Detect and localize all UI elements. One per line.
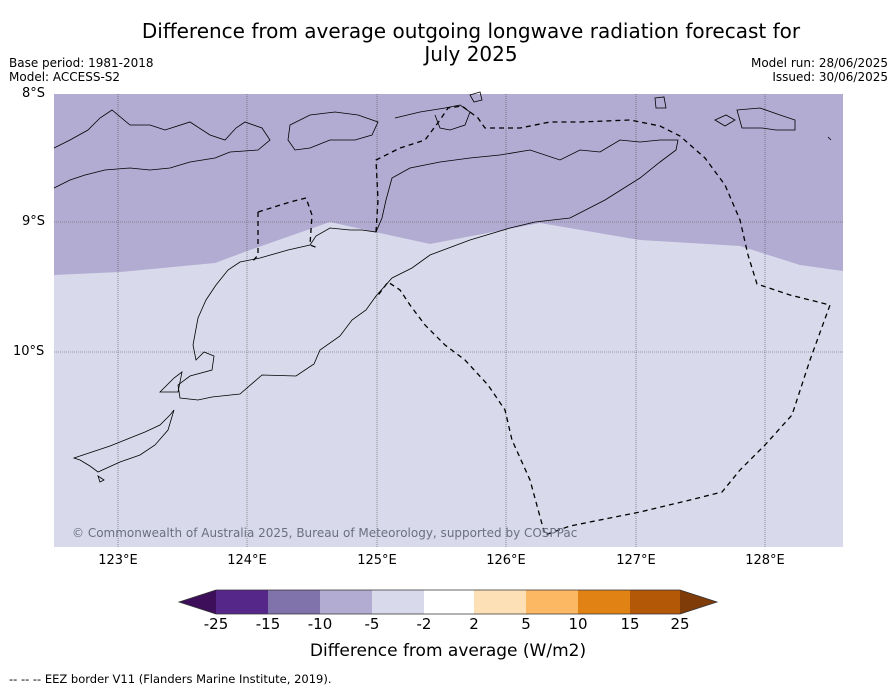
wetar-north [394, 104, 471, 131]
coastlines [53, 91, 832, 483]
small-islet [827, 136, 832, 141]
colorbar-swatch [578, 590, 630, 614]
sumba-savu-coast [72, 409, 175, 473]
colorbar-arrow-right [680, 590, 717, 614]
eez-footnote: -- -- -- EEZ border V11 (Flanders Marine… [9, 672, 332, 686]
copyright-notice: © Commonwealth of Australia 2025, Bureau… [72, 526, 578, 540]
lat-label: 9°S [22, 214, 46, 229]
colorbar-swatch [630, 590, 680, 614]
colorbar-tick: -10 [307, 615, 333, 633]
atauro [469, 91, 483, 103]
colorbar-tick: 25 [670, 615, 690, 633]
moa-island [714, 114, 736, 127]
lon-label: 126°E [486, 553, 526, 568]
base-period: Base period: 1981-2018 [9, 56, 154, 70]
roti-island [159, 371, 183, 393]
lon-label: 128°E [745, 553, 785, 568]
map-band-dark [54, 94, 843, 275]
colorbar-title: Difference from average (W/m2) [309, 641, 587, 661]
babar-north [736, 107, 796, 131]
lon-label: 127°E [616, 553, 656, 568]
title-line-1: Difference from average outgoing longwav… [141, 19, 801, 43]
colorbar-tick: -5 [364, 615, 380, 633]
lon-label: 124°E [227, 553, 267, 568]
colorbar-tick: 15 [620, 615, 640, 633]
colorbar-swatch [526, 590, 578, 614]
colorbar-swatch [320, 590, 372, 614]
colorbar-tick: 2 [469, 615, 479, 633]
colorbar-tick: -2 [416, 615, 432, 633]
colorbar-swatch [268, 590, 320, 614]
eez-border [251, 105, 831, 536]
colorbar-swatch [474, 590, 526, 614]
lon-label: 123°E [98, 553, 138, 568]
map-title: Difference from average outgoing longwav… [110, 20, 832, 66]
kisar-leti [654, 96, 667, 109]
issued-date: Issued: 30/06/2025 [772, 70, 888, 84]
colorbar-swatch [372, 590, 424, 614]
colorbar-tick: -25 [203, 615, 229, 633]
tiny-island [97, 475, 105, 483]
colorbar-tick: -15 [255, 615, 281, 633]
lat-label: 8°S [22, 86, 46, 101]
timor-island [177, 139, 679, 401]
title-line-2: July 2025 [424, 42, 518, 66]
alor-coast [287, 111, 379, 151]
colorbar-arrow-left [179, 590, 216, 614]
model-name: Model: ACCESS-S2 [9, 70, 121, 84]
colorbar-tick: 5 [521, 615, 531, 633]
colorbar-tick: 10 [568, 615, 588, 633]
lon-label: 125°E [357, 553, 397, 568]
colorbar-swatch [424, 590, 474, 614]
meta-left: Base period: 1981-2018 Model: ACCESS-S2 [9, 56, 154, 84]
colorbar-swatch [216, 590, 268, 614]
lat-label: 10°S [13, 344, 45, 359]
colorbar [177, 589, 719, 615]
gridlines [54, 94, 843, 547]
flores-coast [53, 109, 271, 189]
meta-right: Model run: 28/06/2025 Issued: 30/06/2025 [751, 56, 888, 84]
model-run: Model run: 28/06/2025 [750, 56, 888, 70]
